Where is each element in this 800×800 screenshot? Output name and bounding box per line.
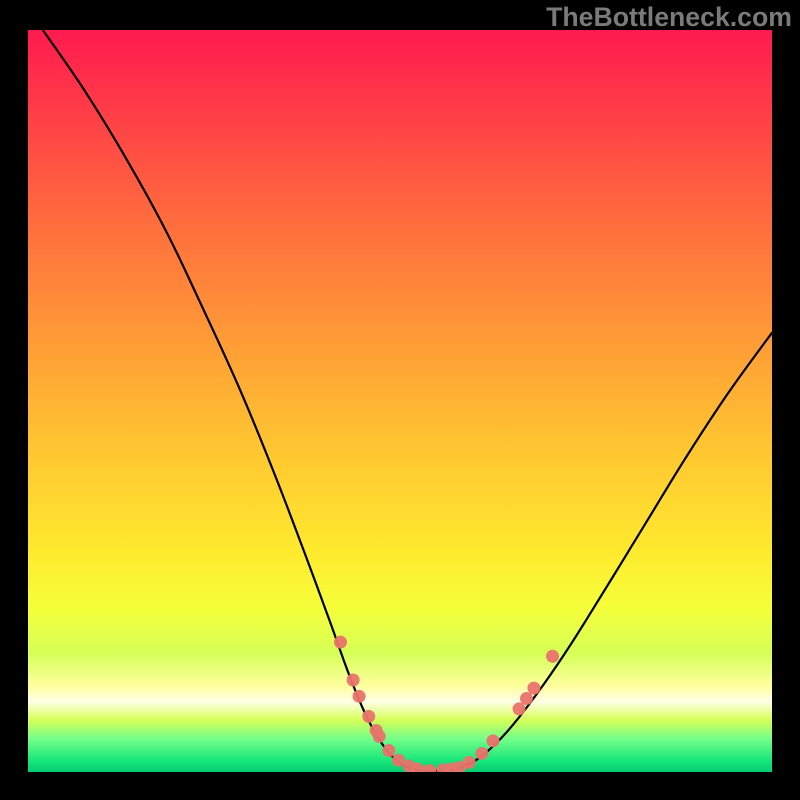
marker-dot — [487, 734, 500, 747]
gradient-background — [28, 30, 772, 772]
marker-dot — [373, 730, 386, 743]
marker-dot — [463, 756, 476, 769]
marker-dot — [382, 744, 395, 757]
watermark-text: TheBottleneck.com — [546, 2, 792, 33]
marker-dot — [513, 702, 526, 715]
marker-dot — [347, 673, 360, 686]
marker-dot — [527, 682, 540, 695]
marker-dot — [353, 690, 366, 703]
marker-dot — [475, 747, 488, 760]
marker-dot — [362, 710, 375, 723]
marker-dot — [520, 692, 533, 705]
outer-frame: TheBottleneck.com — [0, 0, 800, 800]
plot-area — [28, 30, 772, 772]
marker-dot — [546, 650, 559, 663]
marker-dot — [334, 636, 347, 649]
chart-svg — [28, 30, 772, 772]
